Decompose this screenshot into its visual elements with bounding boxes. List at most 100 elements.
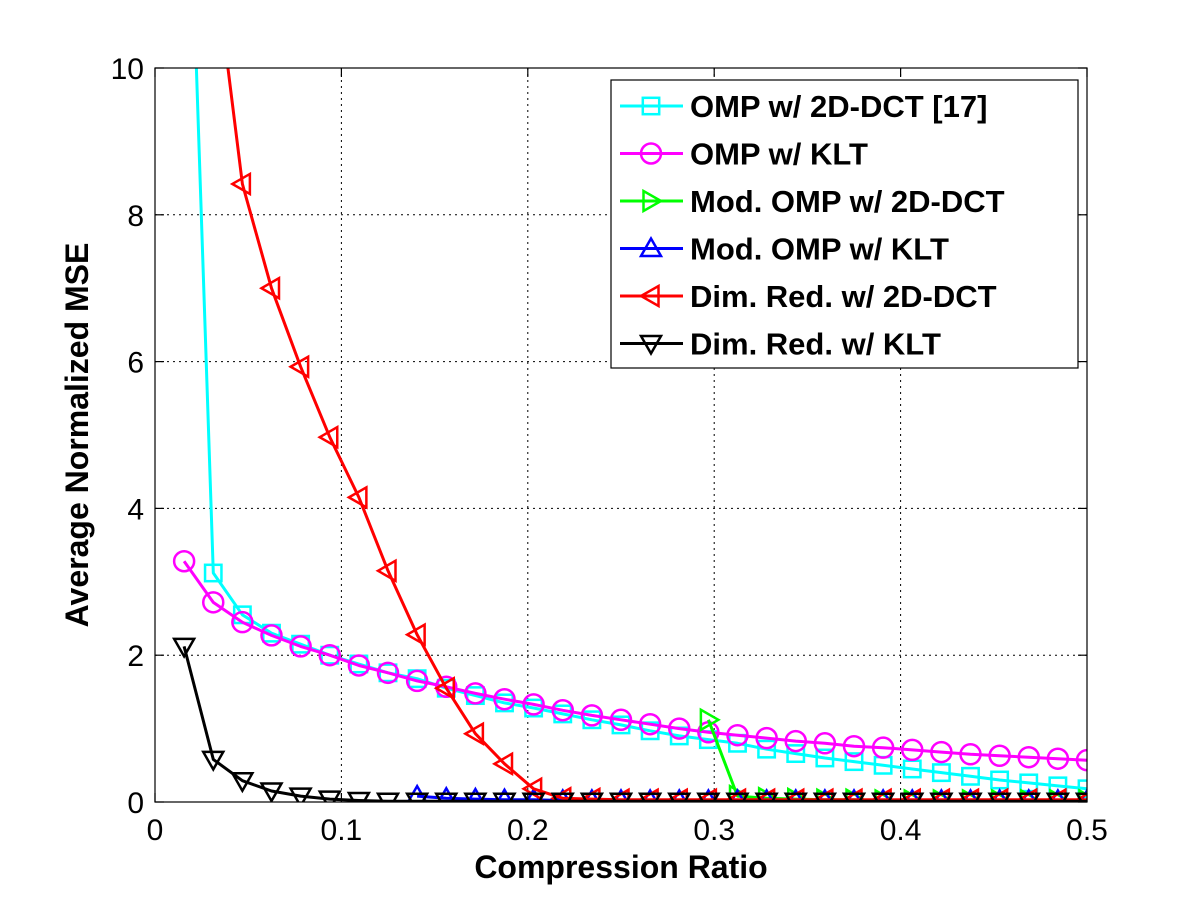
triangle-down-marker — [637, 792, 663, 802]
circle-marker — [464, 682, 487, 705]
circle-marker — [959, 743, 982, 766]
triangle-left-marker — [491, 751, 514, 776]
grid — [155, 68, 1087, 802]
tick-labels: 0 0.1 0.2 0.3 0.4 0.5 0 2 4 6 8 10 — [111, 53, 1108, 847]
triangle-down-marker — [579, 792, 605, 802]
x-tick-label: 0.2 — [507, 814, 549, 847]
y-tick-label: 0 — [127, 787, 144, 820]
legend-box — [610, 79, 1079, 369]
square-marker — [931, 763, 951, 783]
triangle-down-marker — [201, 750, 226, 772]
circle-marker — [405, 669, 429, 693]
y-tick-label: 2 — [127, 640, 144, 673]
series-line — [182, 560, 1087, 762]
square-marker — [378, 663, 398, 683]
triangle-down-marker — [259, 782, 284, 802]
triangle-down-marker — [230, 771, 255, 794]
triangle-down-marker — [434, 792, 459, 802]
circle-marker — [1046, 747, 1070, 770]
x-tick-label: 0.5 — [1066, 814, 1108, 847]
y-tick-label: 6 — [127, 347, 144, 380]
triangle-left-marker — [258, 276, 281, 301]
triangle-right-marker — [699, 707, 721, 732]
circle-marker — [318, 643, 341, 667]
triangle-down-marker — [841, 792, 867, 802]
legend-entry: Mod. OMP w/ 2D-DCT — [620, 184, 1005, 219]
square-marker — [757, 739, 777, 759]
triangle-down-marker — [783, 792, 808, 802]
legend-label: OMP w/ KLT — [690, 137, 868, 172]
x-axis-title: Compression Ratio — [474, 849, 767, 885]
circle-marker — [260, 624, 283, 647]
square-marker — [320, 645, 340, 665]
circle-marker — [609, 708, 633, 732]
triangle-left-marker — [346, 485, 368, 510]
triangle-down-marker — [521, 792, 546, 802]
circle-marker — [172, 549, 196, 573]
triangle-left-marker — [317, 425, 339, 450]
square-marker — [203, 563, 223, 583]
series — [172, 549, 1087, 772]
triangle-down-marker — [870, 792, 896, 802]
circle-marker — [784, 729, 807, 753]
legend-label: Dim. Red. w/ KLT — [690, 327, 941, 362]
triangle-right-marker — [642, 188, 664, 214]
square-marker — [961, 766, 980, 786]
circle-marker — [871, 736, 895, 759]
triangle-left-marker — [462, 721, 485, 746]
square-marker — [786, 744, 806, 764]
circle-marker — [930, 740, 953, 764]
triangle-up-marker — [638, 235, 664, 258]
x-tick-label: 0.1 — [321, 814, 363, 847]
ticks — [154, 67, 1088, 803]
triangle-down-marker — [288, 787, 313, 802]
triangle-down-marker — [171, 637, 197, 659]
triangle-down-marker — [404, 792, 430, 802]
x-tick-label: 0.4 — [880, 814, 922, 847]
triangle-down-marker — [929, 792, 954, 802]
legend-label: Mod. OMP w/ 2D-DCT — [690, 184, 1005, 219]
triangle-down-marker — [725, 792, 750, 802]
legend-label: OMP w/ 2D-DCT [17] — [690, 89, 987, 124]
circle-marker — [1075, 748, 1087, 772]
legend-label: Dim. Red. w/ 2D-DCT — [690, 279, 997, 314]
triangle-left-marker — [288, 354, 310, 379]
y-tick-label: 4 — [127, 493, 144, 526]
circle-marker — [231, 610, 254, 634]
circle-marker — [435, 675, 458, 699]
legend-label: Mod. OMP w/ KLT — [690, 232, 949, 267]
triangle-down-marker — [375, 792, 401, 802]
legend-entry: Dim. Red. w/ 2D-DCT — [620, 279, 997, 314]
legend-entry: OMP w/ 2D-DCT [17] — [620, 89, 987, 124]
legend-entry: Dim. Red. w/ KLT — [620, 327, 941, 362]
triangle-down-marker — [1045, 792, 1071, 802]
triangle-down-marker — [900, 792, 925, 802]
triangle-down-marker — [608, 792, 634, 802]
triangle-down-marker — [754, 792, 779, 802]
triangle-left-marker — [229, 171, 252, 197]
circle-marker — [668, 717, 691, 740]
triangle-down-marker — [463, 792, 488, 802]
circle-marker — [376, 661, 400, 685]
x-tick-label: 0 — [147, 814, 164, 847]
plot-frame — [154, 67, 1088, 803]
legend-entry: OMP w/ KLT — [620, 137, 868, 172]
square-marker — [815, 748, 835, 768]
triangle-down-marker — [958, 792, 983, 802]
circle-marker — [580, 704, 604, 727]
circle-marker — [493, 687, 516, 711]
circle-marker — [202, 591, 225, 614]
circle-marker — [901, 738, 924, 762]
series-layer — [171, 68, 1087, 802]
legend-entry: Mod. OMP w/ KLT — [620, 232, 949, 267]
triangle-down-marker — [667, 792, 692, 802]
circle-marker — [1017, 745, 1040, 769]
triangle-down-marker — [812, 792, 838, 802]
triangle-left-marker — [433, 676, 455, 701]
triangle-down-marker — [638, 334, 664, 357]
circle-marker — [638, 712, 662, 736]
circle-marker — [522, 693, 545, 716]
circle-marker — [639, 142, 663, 165]
triangle-down-marker — [492, 792, 517, 802]
